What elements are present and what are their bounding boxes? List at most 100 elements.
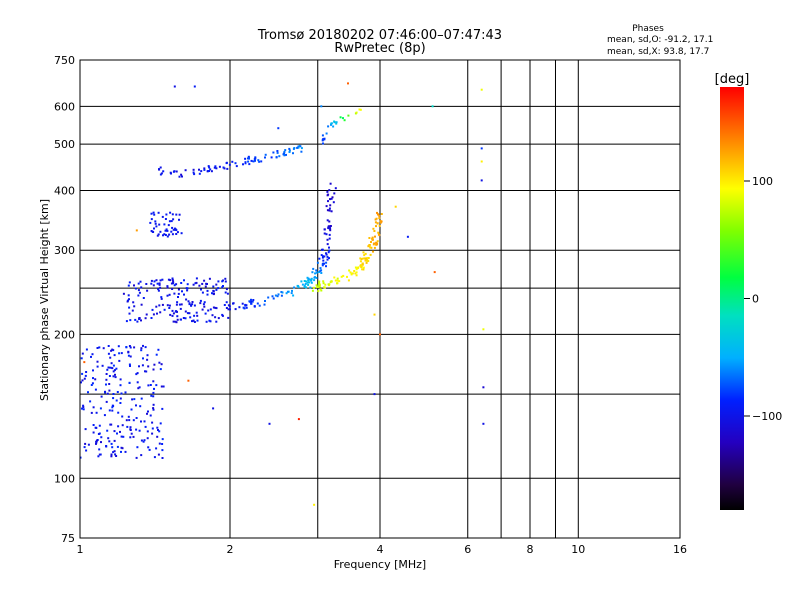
data-point bbox=[134, 287, 137, 290]
data-point bbox=[374, 221, 377, 224]
data-point bbox=[315, 276, 318, 279]
y-tick-label: 100 bbox=[54, 472, 75, 485]
data-point bbox=[132, 435, 135, 438]
data-point bbox=[326, 258, 329, 261]
data-point bbox=[186, 287, 189, 290]
data-point bbox=[162, 170, 165, 173]
data-point bbox=[105, 378, 108, 381]
data-point bbox=[371, 236, 374, 239]
data-point bbox=[158, 430, 161, 433]
data-point bbox=[310, 279, 313, 282]
data-point bbox=[288, 149, 291, 152]
data-point bbox=[315, 269, 318, 272]
data-point bbox=[165, 228, 168, 231]
data-point bbox=[192, 283, 195, 286]
data-point bbox=[322, 282, 325, 285]
data-point bbox=[138, 386, 141, 389]
data-point bbox=[322, 262, 325, 265]
data-point bbox=[153, 387, 155, 390]
data-point bbox=[247, 160, 250, 163]
data-point bbox=[184, 317, 187, 320]
data-point bbox=[170, 282, 173, 285]
data-point bbox=[166, 294, 169, 297]
data-point bbox=[82, 408, 85, 411]
data-point bbox=[244, 157, 247, 160]
data-point bbox=[82, 406, 85, 409]
data-point bbox=[91, 353, 94, 356]
data-point bbox=[152, 391, 155, 394]
data-point bbox=[360, 258, 363, 261]
data-point bbox=[155, 384, 158, 387]
data-point bbox=[318, 280, 321, 283]
data-point bbox=[212, 285, 215, 288]
data-point bbox=[373, 230, 376, 232]
data-point bbox=[358, 108, 361, 111]
data-point bbox=[252, 299, 255, 301]
data-point bbox=[164, 229, 167, 232]
data-point bbox=[244, 162, 247, 165]
data-point bbox=[332, 201, 335, 204]
data-point bbox=[353, 270, 356, 272]
data-point bbox=[166, 286, 169, 289]
data-point bbox=[360, 266, 363, 269]
data-point bbox=[124, 450, 127, 453]
data-point bbox=[482, 328, 485, 331]
data-point bbox=[105, 373, 108, 375]
data-point bbox=[147, 410, 149, 413]
data-point bbox=[160, 385, 163, 388]
data-point bbox=[89, 400, 92, 403]
data-point bbox=[318, 257, 321, 260]
data-point bbox=[151, 427, 154, 430]
data-point bbox=[256, 302, 259, 305]
data-point bbox=[319, 267, 322, 270]
data-point bbox=[195, 277, 198, 280]
data-point bbox=[200, 288, 202, 291]
data-point bbox=[133, 346, 136, 349]
data-point bbox=[92, 377, 94, 380]
data-point bbox=[158, 442, 161, 445]
data-point bbox=[349, 271, 352, 274]
data-point bbox=[187, 300, 190, 303]
data-point bbox=[146, 354, 149, 357]
data-point bbox=[152, 407, 155, 410]
data-point bbox=[335, 121, 338, 124]
data-point bbox=[156, 435, 159, 438]
data-point bbox=[121, 424, 124, 427]
data-point bbox=[317, 290, 320, 293]
data-point bbox=[306, 281, 309, 284]
data-point bbox=[108, 389, 111, 392]
data-point bbox=[155, 279, 158, 282]
data-point bbox=[297, 286, 300, 289]
data-point bbox=[309, 278, 312, 281]
data-point bbox=[203, 168, 206, 171]
data-point bbox=[160, 296, 163, 299]
data-point bbox=[322, 259, 325, 262]
data-point bbox=[102, 347, 105, 350]
data-point bbox=[169, 279, 172, 282]
data-point bbox=[171, 277, 174, 280]
data-point bbox=[132, 301, 135, 304]
data-point bbox=[171, 233, 174, 236]
data-point bbox=[212, 290, 215, 293]
data-point bbox=[170, 230, 173, 233]
data-point bbox=[110, 455, 113, 458]
data-point bbox=[281, 291, 284, 294]
data-point bbox=[212, 407, 215, 410]
data-point bbox=[97, 433, 100, 435]
data-point bbox=[209, 308, 212, 311]
data-point bbox=[130, 408, 133, 411]
data-point bbox=[343, 119, 346, 122]
data-point bbox=[325, 253, 328, 256]
data-point bbox=[206, 289, 209, 292]
data-point bbox=[342, 274, 345, 277]
data-point bbox=[306, 276, 309, 279]
data-point bbox=[276, 151, 279, 154]
data-point bbox=[146, 430, 149, 433]
data-point bbox=[85, 348, 88, 351]
data-point bbox=[124, 391, 127, 394]
data-point bbox=[174, 310, 177, 313]
data-point bbox=[144, 425, 147, 428]
data-point bbox=[263, 303, 266, 306]
data-point bbox=[80, 456, 82, 459]
data-point bbox=[149, 414, 152, 417]
